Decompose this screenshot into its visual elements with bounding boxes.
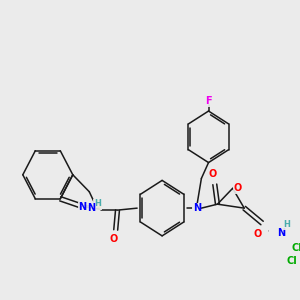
Text: N: N [79,202,87,212]
Text: O: O [254,229,262,239]
Text: H: H [284,220,290,230]
Text: Cl: Cl [287,256,298,266]
Text: H: H [94,199,101,208]
Text: N: N [88,203,96,213]
Text: O: O [234,183,242,193]
Text: Cl: Cl [292,243,300,253]
Text: O: O [110,234,118,244]
Text: O: O [209,169,217,179]
Text: S: S [94,200,101,209]
Text: N: N [193,203,201,213]
Text: N: N [277,228,285,238]
Text: F: F [205,96,212,106]
